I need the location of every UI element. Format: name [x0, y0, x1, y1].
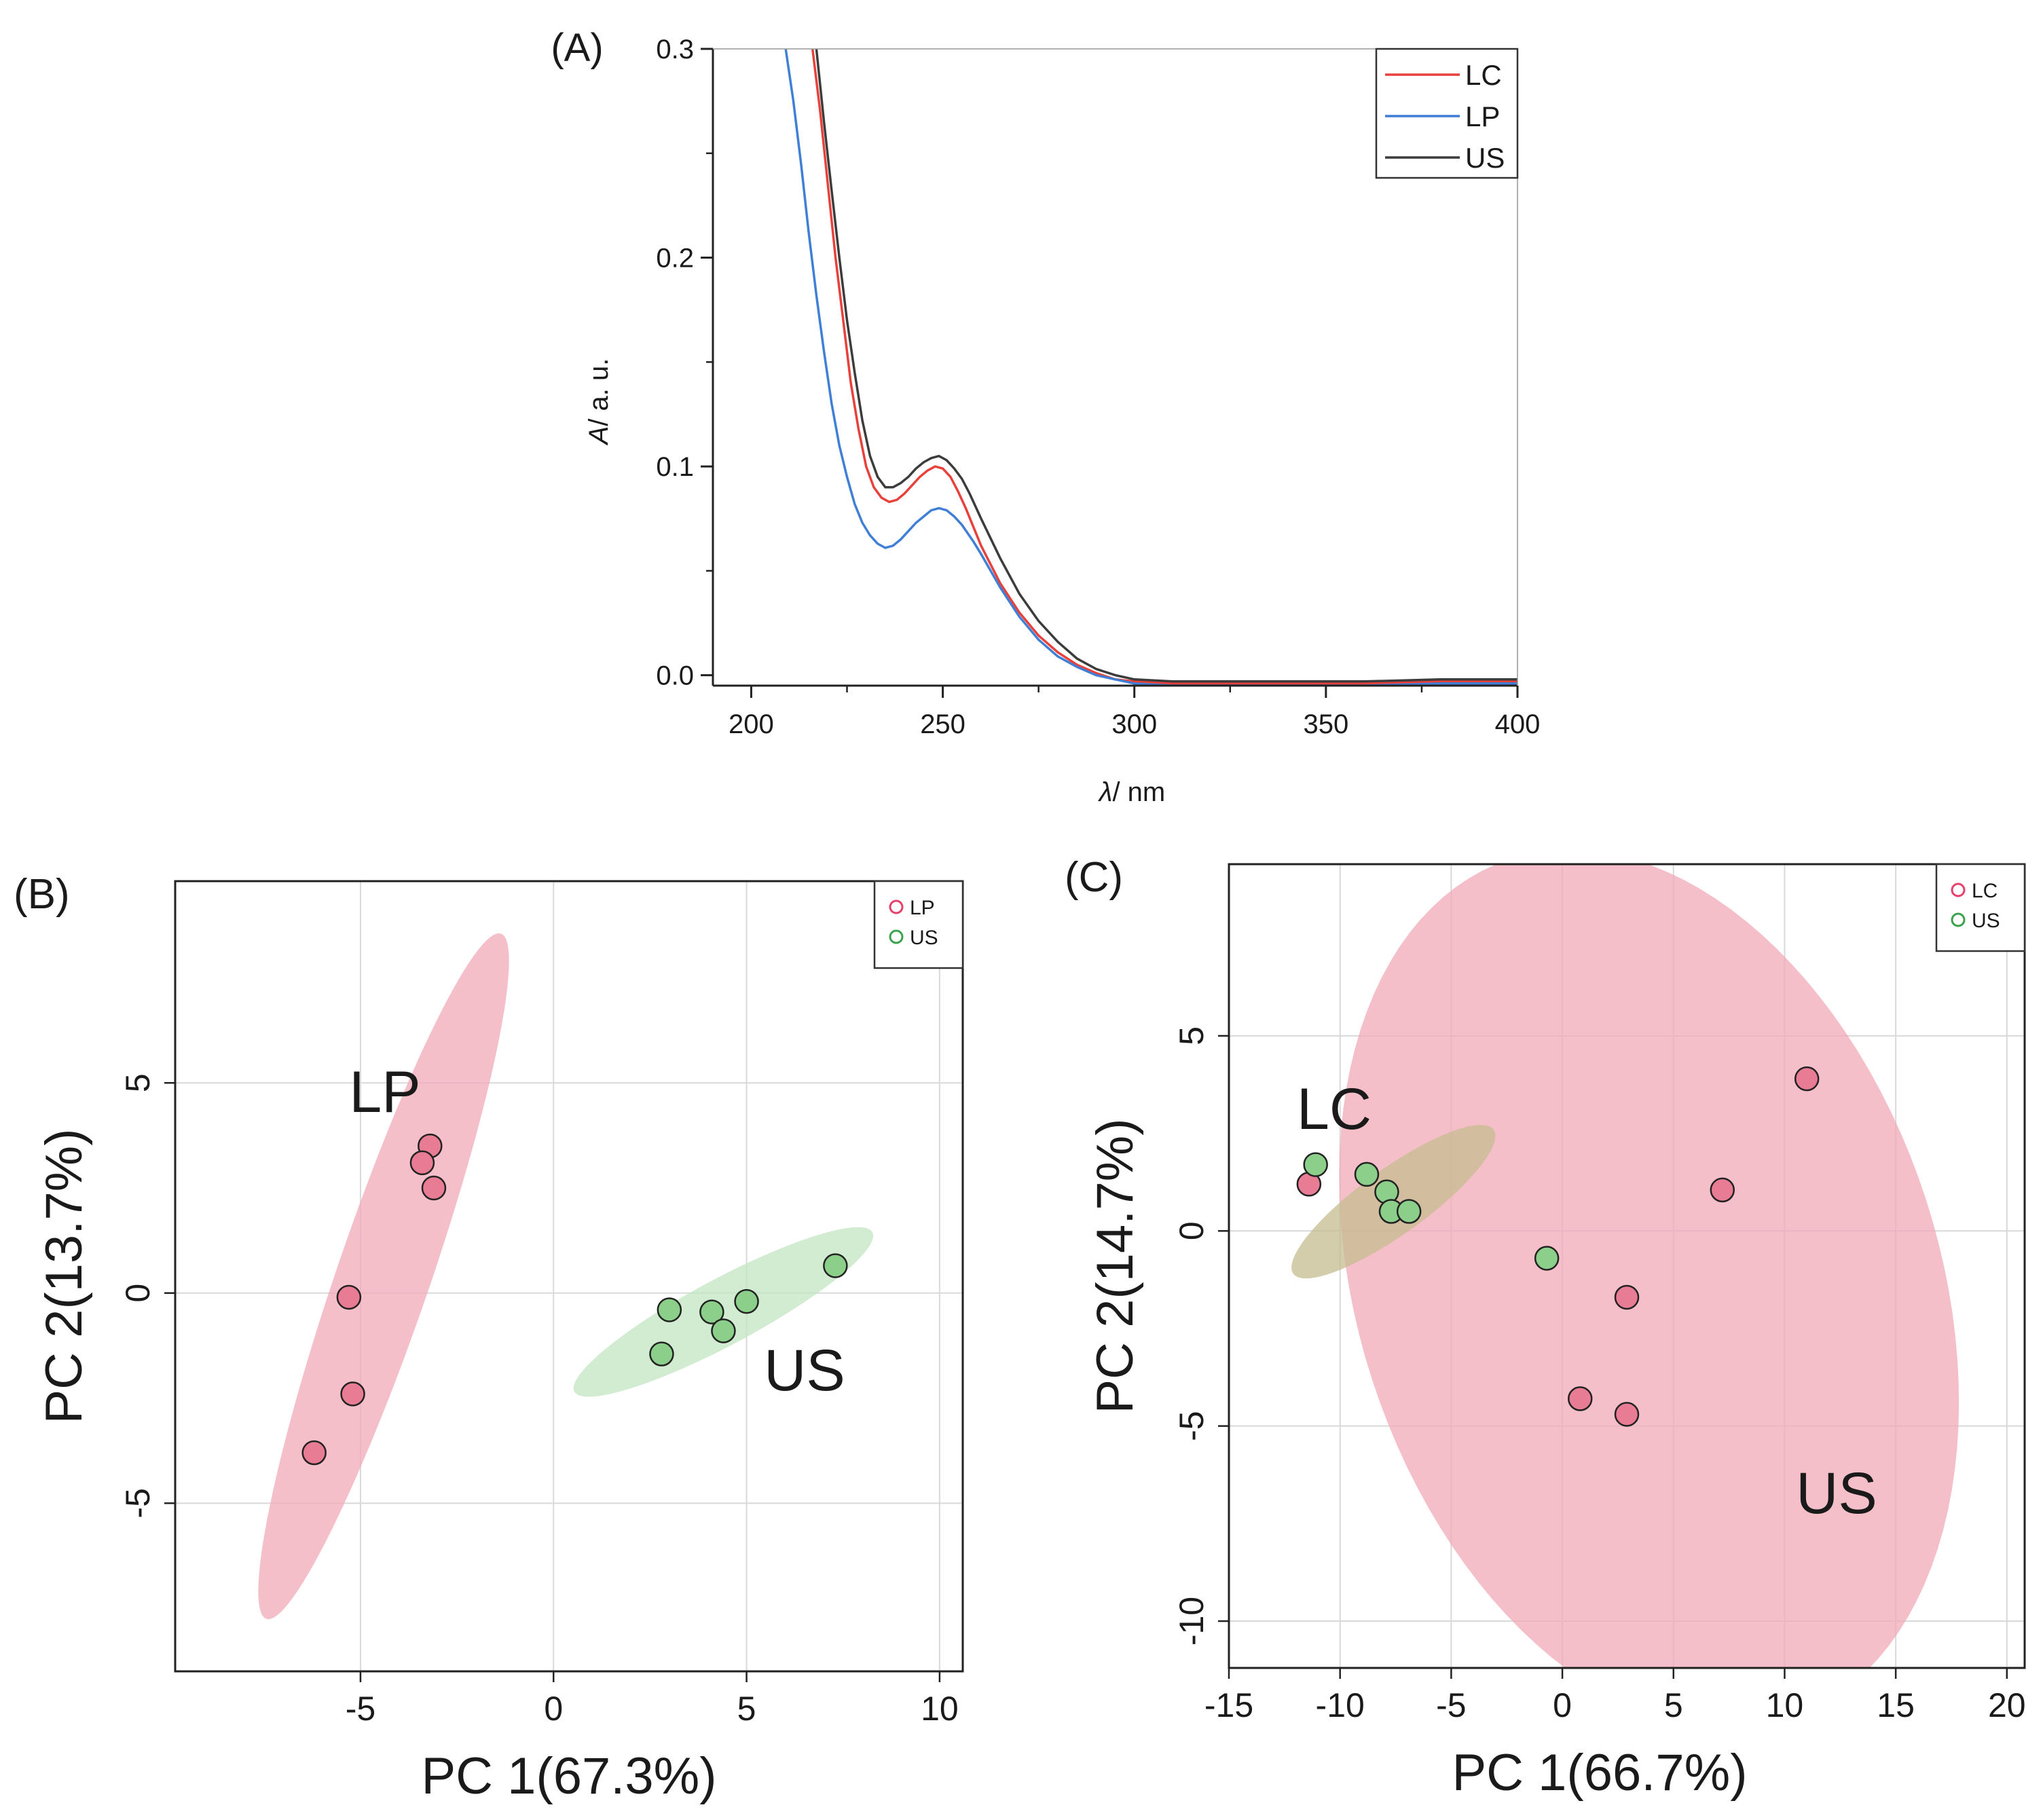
x-tick-label-5: 10	[1766, 1686, 1804, 1724]
x-tick-label-250: 250	[920, 709, 965, 739]
x-axis-label: PC 1(66.7%)	[1452, 1744, 1747, 1802]
y-tick-label-2: 0	[1173, 1221, 1211, 1240]
legend-marker-lc	[1951, 883, 1966, 897]
plot-area	[1229, 864, 2025, 1668]
legend: LC LP US	[1375, 48, 1519, 179]
y-tick-label-0: -10	[1173, 1597, 1211, 1646]
x-tick-label-7: 20	[1988, 1686, 2026, 1724]
point-lp-2	[421, 1175, 447, 1201]
series-line-us	[815, 49, 1517, 683]
point-us-2	[734, 1288, 759, 1314]
legend-label-us: US	[910, 927, 938, 949]
legend-box	[1935, 863, 2026, 952]
point-us-3	[823, 1253, 848, 1278]
point-lc-5	[1614, 1402, 1640, 1427]
y-axis-label-unit: / a. u.	[584, 358, 614, 426]
x-tick-label-400: 400	[1495, 709, 1541, 739]
y-tick-label-1: -5	[1173, 1411, 1211, 1441]
point-lc-2	[1710, 1177, 1735, 1203]
legend-label-lc: LC	[1465, 59, 1502, 91]
x-tick-label-3: 10	[921, 1690, 959, 1728]
point-lp-4	[340, 1381, 365, 1407]
point-lc-1	[1794, 1066, 1820, 1092]
point-us-0	[657, 1297, 682, 1322]
x-axis-label-symbol: λ	[1098, 777, 1113, 807]
x-tick-label-0: -15	[1204, 1686, 1253, 1724]
point-lc-3	[1614, 1284, 1640, 1310]
x-axis-label: λ/ nm	[1098, 777, 1165, 807]
x-axis-label-unit: / nm	[1112, 777, 1165, 807]
legend-marker-us	[889, 929, 904, 944]
group-label-us: US	[1796, 1461, 1877, 1526]
x-tick-label-6: 15	[1877, 1686, 1915, 1724]
x-axis-label: PC 1(67.3%)	[421, 1747, 716, 1805]
point-us-0	[1303, 1152, 1328, 1177]
plot-area	[175, 881, 963, 1671]
x-tick-label-2: 5	[737, 1690, 756, 1728]
group-label-us: US	[764, 1338, 845, 1403]
y-tick-label-2: 5	[119, 1073, 157, 1092]
plot-frame	[174, 880, 964, 1673]
x-tick-label-1: -10	[1316, 1686, 1365, 1724]
point-lp-1	[409, 1150, 435, 1176]
point-us-5	[649, 1341, 674, 1367]
point-us-1	[1354, 1162, 1380, 1187]
panel-label-c: (C)	[1065, 854, 1123, 901]
series-line-lp	[784, 49, 1517, 686]
point-us-1	[699, 1299, 724, 1324]
panel-a-spectrum-chart: 200 250 300 350 400 0.0 0.1 0.2 0.3 λ/ nm A/ a. u.…	[551, 26, 1540, 807]
y-tick-label-1: 0	[119, 1284, 157, 1303]
x-tick-label-0: -5	[346, 1690, 375, 1728]
legend-box	[873, 880, 964, 969]
point-us-4	[711, 1318, 736, 1343]
legend: LC US	[1935, 863, 2026, 952]
point-lp-5	[301, 1440, 327, 1466]
y-axis-label: A/ a. u.	[584, 358, 614, 446]
panel-label-b: (B)	[14, 871, 70, 918]
point-lp-3	[336, 1284, 362, 1310]
y-tick-label-1: 0.1	[656, 452, 694, 482]
legend-label-lc: LC	[1972, 880, 1998, 902]
legend-label-lp: LP	[910, 897, 935, 919]
plot-frame	[1228, 863, 2026, 1669]
y-axis-label: PC 2(14.7%)	[1086, 1118, 1144, 1413]
ellipse-lc	[1339, 864, 1959, 1668]
y-tick-label-0: -5	[119, 1488, 157, 1518]
legend-label-us: US	[1972, 910, 2000, 932]
group-label-lc: LC	[1297, 1077, 1372, 1142]
legend-marker-us	[1951, 912, 1966, 927]
x-tick-label-1: 0	[544, 1690, 563, 1728]
y-axis-label: PC 2(13.7%)	[35, 1128, 93, 1424]
x-tick-label-350: 350	[1303, 709, 1348, 739]
point-us-5	[1534, 1246, 1560, 1271]
x-tick-label-3: 0	[1553, 1686, 1572, 1724]
y-tick-label-3: 5	[1173, 1026, 1211, 1045]
x-tick-label-200: 200	[729, 709, 774, 739]
point-lc-4	[1568, 1386, 1593, 1411]
panel-c-pca-lc-us-chart: -15 -10 -5 0 5 10 15 20 -10 -5 0 5 PC 1(66.7%) PC 2(1…	[1065, 854, 2026, 1802]
x-tick-label-4: 5	[1664, 1686, 1683, 1724]
y-tick-label-0: 0.0	[656, 661, 694, 691]
panel-label-a: (A)	[551, 26, 603, 70]
y-tick-label-3: 0.3	[656, 35, 694, 64]
x-tick-label-300: 300	[1111, 709, 1157, 739]
series-line-lc	[811, 49, 1517, 685]
x-tick-label-2: -5	[1436, 1686, 1466, 1724]
point-us-4	[1396, 1199, 1422, 1224]
legend-label-lp: LP	[1465, 100, 1500, 132]
legend-marker-lp	[889, 899, 904, 914]
y-tick-label-2: 0.2	[656, 244, 694, 274]
y-axis-label-symbol: A	[584, 426, 614, 446]
group-label-lp: LP	[349, 1060, 420, 1125]
legend-label-us: US	[1465, 142, 1505, 174]
legend: LP US	[873, 880, 964, 969]
ellipse-lp	[258, 933, 509, 1620]
